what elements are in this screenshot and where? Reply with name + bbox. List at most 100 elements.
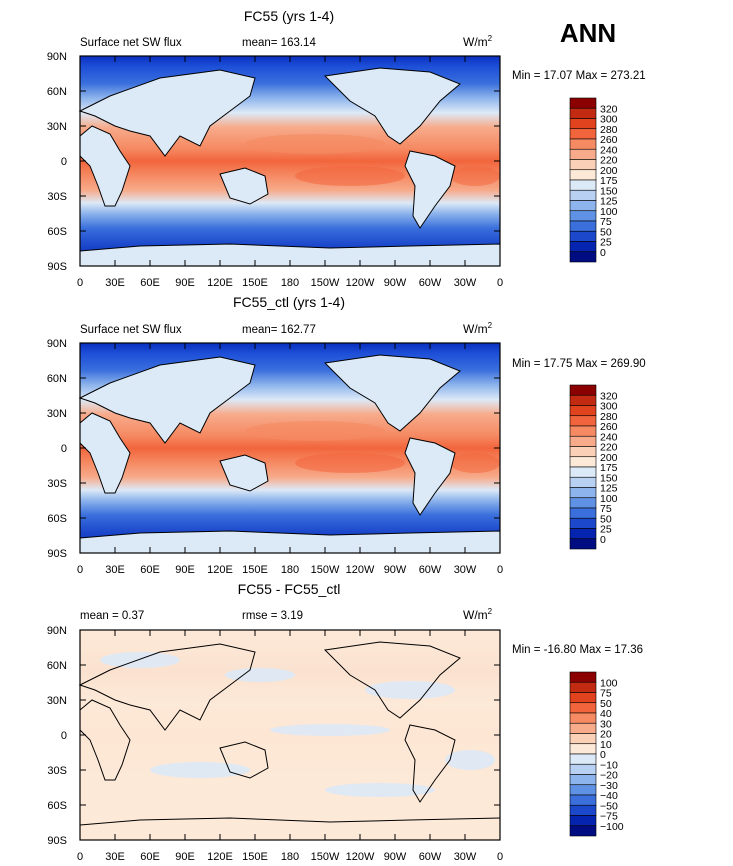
- colorbar-box: [569, 784, 597, 796]
- colorbar-box: [569, 118, 597, 130]
- colorbar-label: 75: [600, 503, 612, 515]
- colorbar-label: 100: [600, 206, 618, 218]
- colorbar-box: [569, 189, 597, 201]
- colorbar-box: [569, 466, 597, 478]
- colorbar-label: 150: [600, 185, 618, 197]
- colorbar-label: 25: [600, 237, 612, 249]
- colorbar-box: [569, 179, 597, 191]
- colorbar-label: −30: [600, 780, 618, 792]
- colorbar-label: 0: [600, 749, 606, 761]
- colorbar-label: 50: [600, 698, 612, 710]
- y-tick-label: 90N: [47, 338, 67, 350]
- continent-north-america: [323, 67, 461, 145]
- colorbar-label: −20: [600, 770, 618, 782]
- colorbar-box: [569, 538, 597, 550]
- colorbar-box: [569, 712, 597, 724]
- y-tick-label: 30N: [47, 408, 67, 420]
- colorbar-box: [569, 507, 597, 519]
- x-tick-label: 120E: [207, 851, 233, 863]
- panel-3-left-label: mean = 0.37: [80, 610, 144, 622]
- colorbar-box: [569, 138, 597, 150]
- colorbar-label: −100: [600, 821, 624, 833]
- panel-3: FC55 - FC55_ctl mean = 0.37 rmse = 3.19 …: [47, 581, 643, 863]
- y-tick-label: 60S: [47, 513, 67, 525]
- colorbar-box: [569, 692, 597, 704]
- colorbar-box: [569, 774, 597, 786]
- map-area: [78, 342, 501, 554]
- panel-2-left-label: Surface net SW flux: [80, 324, 182, 336]
- colorbar-label: 200: [600, 452, 618, 464]
- continent-south-america: [404, 150, 456, 229]
- continent-australia: [219, 454, 269, 492]
- colorbar-box: [569, 702, 597, 714]
- colorbar-label: −50: [600, 800, 618, 812]
- y-tick-label: 90N: [47, 51, 67, 63]
- panel-2-stat: mean= 162.77: [242, 324, 316, 336]
- colorbar-label: 50: [600, 513, 612, 525]
- colorbar-label: 0: [600, 534, 606, 546]
- continent-africa: [79, 412, 131, 494]
- colorbar-box: [569, 763, 597, 775]
- x-tick-label: 60E: [140, 277, 160, 289]
- colorbar-box: [569, 210, 597, 222]
- colorbar-label: 260: [600, 421, 618, 433]
- y-tick-label: 90N: [47, 625, 67, 637]
- colorbar-label: 30: [600, 718, 612, 730]
- x-tick-label: 120W: [346, 277, 375, 289]
- x-tick-label: 150E: [242, 564, 268, 576]
- y-tick-label: 30N: [47, 695, 67, 707]
- continent-antarctica: [79, 817, 501, 826]
- colorbar-label: 175: [600, 462, 618, 474]
- warm-band-atlantic: [450, 453, 500, 473]
- continent-eurasia: [78, 643, 256, 731]
- units-base: W/m: [463, 608, 488, 622]
- continent-eurasia: [78, 356, 256, 444]
- units-base: W/m: [463, 35, 488, 49]
- x-tick-label: 60E: [140, 851, 160, 863]
- neg-patch: [365, 681, 455, 699]
- colorbar-label: 240: [600, 431, 618, 443]
- panel-1: FC55 (yrs 1-4) Surface net SW flux mean=…: [47, 8, 646, 289]
- colorbar-label: 75: [600, 216, 612, 228]
- colorbar-box: [569, 497, 597, 509]
- x-tick-label: 90W: [384, 277, 407, 289]
- x-tick-label: 90W: [384, 851, 407, 863]
- neg-patch: [100, 652, 180, 668]
- x-tick-labels: 0 30E 60E 90E 120E 150E 180 150W 120W 90W 60W 30W 0: [77, 56, 503, 289]
- neg-patch: [445, 750, 495, 770]
- colorbar-box: [569, 241, 597, 253]
- y-tick-labels: 90N 60N 30N 0 30S 60S 90S: [47, 625, 500, 847]
- x-tick-label: 30W: [454, 277, 477, 289]
- x-tick-label: 180: [281, 564, 299, 576]
- season-label: ANN: [560, 18, 616, 48]
- colorbar-box: [569, 476, 597, 488]
- x-tick-label: 180: [281, 277, 299, 289]
- colorbar-box: [569, 435, 597, 447]
- y-tick-labels: 90N 60N 30N 0 30S 60S 90S: [47, 338, 500, 560]
- y-tick-label: 60S: [47, 226, 67, 238]
- map-area: [78, 629, 501, 841]
- colorbar-box: [569, 169, 597, 181]
- panel-3-units: W/m2: [463, 607, 493, 622]
- y-tick-label: 30S: [47, 191, 67, 203]
- colorbar-box: [569, 415, 597, 427]
- panel-1-minmax: Min = 17.07 Max = 273.21: [512, 70, 646, 82]
- y-tick-label: 0: [61, 730, 67, 742]
- colorbar-label: 300: [600, 114, 618, 126]
- warm-band-atlantic: [450, 166, 500, 186]
- x-tick-label: 30W: [454, 851, 477, 863]
- x-tick-labels: 0 30E 60E 90E 120E 150E 180 150W 120W 90W 60W 30W 0: [77, 630, 503, 863]
- y-tick-label: 30S: [47, 765, 67, 777]
- colorbar-box: [569, 722, 597, 734]
- colorbar-label: 260: [600, 134, 618, 146]
- continent-south-america: [404, 437, 456, 516]
- x-tick-label: 0: [77, 851, 83, 863]
- colorbar-label: 100: [600, 493, 618, 505]
- x-tick-label: 0: [77, 277, 83, 289]
- panel-3-minmax: Min = -16.80 Max = 17.36: [512, 644, 643, 656]
- y-tick-label: 30S: [47, 478, 67, 490]
- x-tick-label: 0: [497, 564, 503, 576]
- colorbar-box: [569, 128, 597, 140]
- panel-2-units: W/m2: [463, 321, 493, 336]
